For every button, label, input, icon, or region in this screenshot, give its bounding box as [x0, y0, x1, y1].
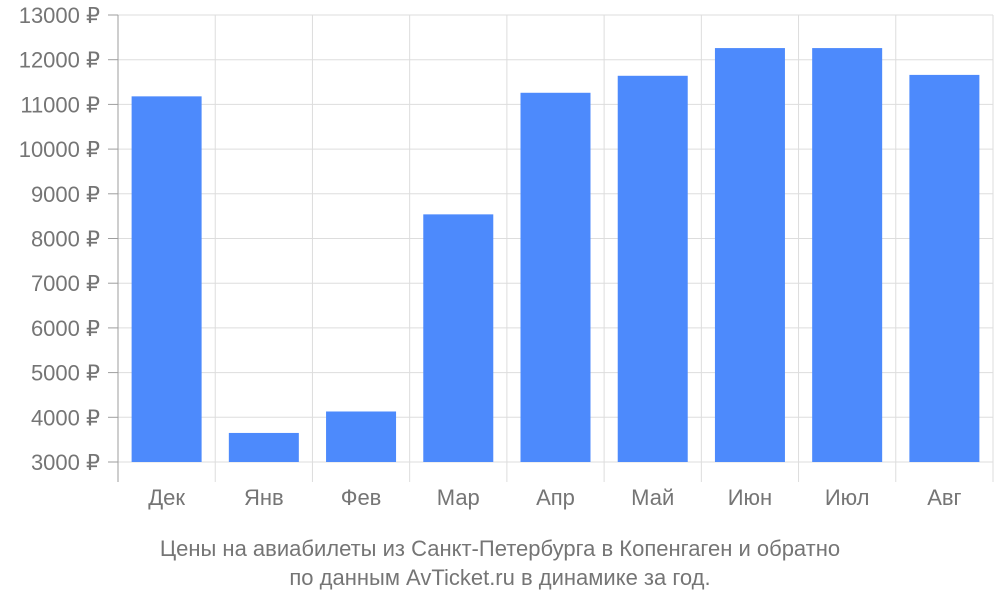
y-tick-label: 10000 ₽: [19, 137, 100, 162]
y-tick-label: 6000 ₽: [31, 316, 100, 341]
x-tick-label: Апр: [536, 485, 575, 510]
bar-5: [617, 75, 688, 463]
x-tick-label: Май: [631, 485, 674, 510]
x-tick-label: Мар: [437, 485, 480, 510]
y-tick-label: 9000 ₽: [31, 182, 100, 207]
x-tick-label: Июн: [728, 485, 772, 510]
chart-caption-line-1: Цены на авиабилеты из Санкт-Петербурга в…: [159, 536, 841, 561]
bar-4: [520, 92, 591, 462]
bar-8: [909, 74, 980, 462]
y-tick-label: 5000 ₽: [31, 361, 100, 386]
chart-caption-line-2: по данным AvTicket.ru в динамике за год.: [289, 565, 711, 590]
x-tick-label: Июл: [825, 485, 870, 510]
bar-2: [326, 411, 397, 462]
y-tick-label: 12000 ₽: [19, 48, 100, 73]
bar-3: [423, 214, 494, 462]
bar-0: [131, 96, 202, 462]
x-tick-label: Янв: [244, 485, 284, 510]
x-tick-label: Дек: [148, 485, 185, 510]
y-tick-label: 13000 ₽: [19, 3, 100, 28]
x-tick-label: Фев: [341, 485, 382, 510]
x-tick-label: Авг: [927, 485, 961, 510]
bar-1: [228, 432, 299, 462]
bar-6: [714, 48, 785, 462]
y-tick-label: 3000 ₽: [31, 450, 100, 475]
y-tick-label: 8000 ₽: [31, 227, 100, 252]
y-tick-label: 4000 ₽: [31, 405, 100, 430]
bar-7: [812, 48, 883, 462]
y-tick-label: 7000 ₽: [31, 271, 100, 296]
y-tick-label: 11000 ₽: [20, 92, 100, 117]
